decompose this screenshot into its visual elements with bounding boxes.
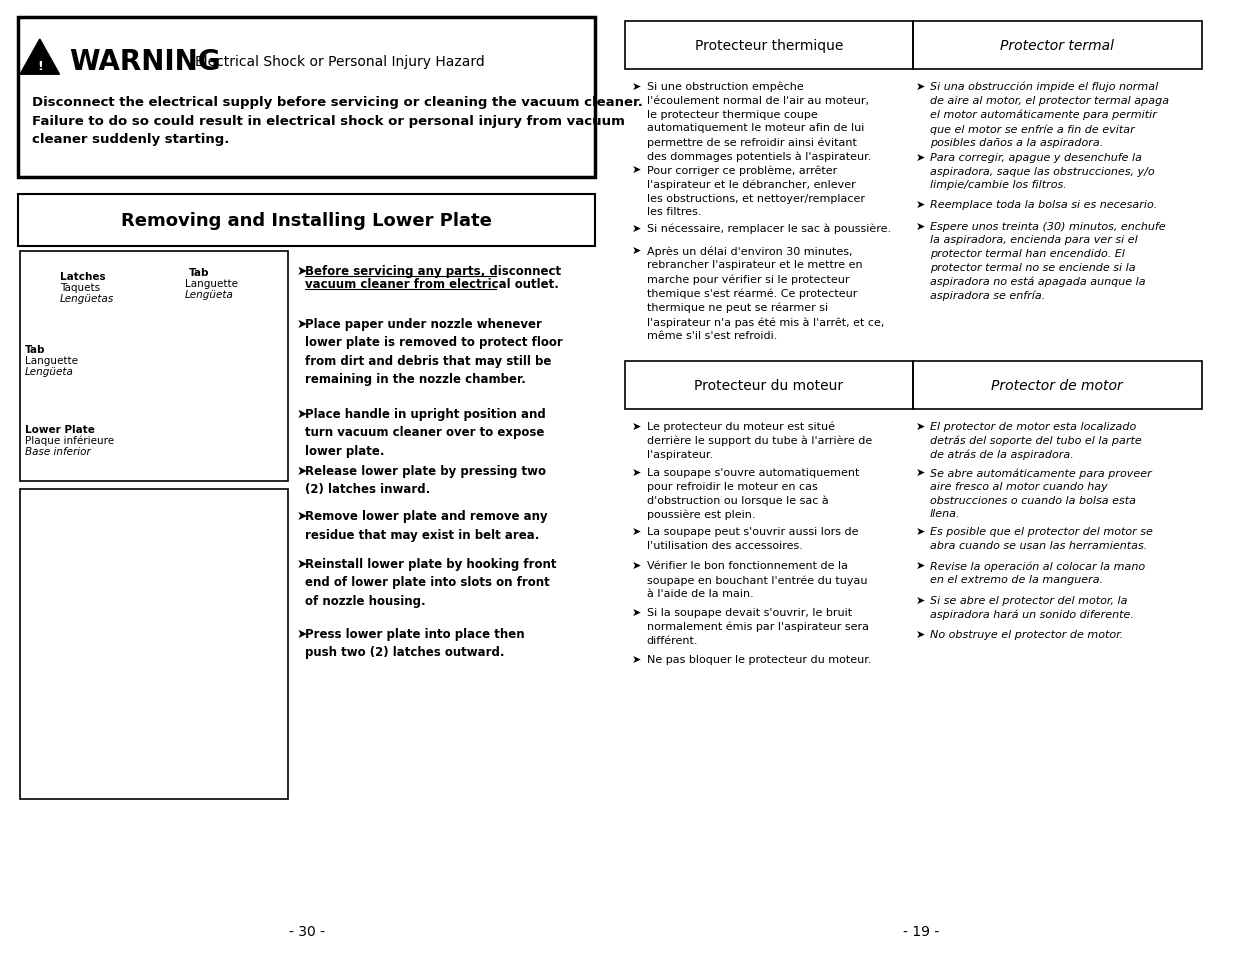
Text: Electrical Shock or Personal Injury Hazard: Electrical Shock or Personal Injury Haza… [195, 55, 484, 69]
Text: ➤: ➤ [916, 630, 925, 639]
Text: ➤: ➤ [916, 152, 925, 163]
Text: Protector termal: Protector termal [1000, 39, 1114, 53]
Text: Si une obstruction empêche
l'écoulement normal de l'air au moteur,
le protecteur: Si une obstruction empêche l'écoulement … [646, 82, 871, 162]
Text: La soupape peut s'ouvrir aussi lors de
l'utilisation des accessoires.: La soupape peut s'ouvrir aussi lors de l… [646, 526, 858, 550]
Text: Protector de motor: Protector de motor [992, 378, 1123, 393]
Text: Release lower plate by pressing two
(2) latches inward.: Release lower plate by pressing two (2) … [305, 464, 546, 496]
Text: ➤: ➤ [296, 464, 308, 477]
Text: ➤: ➤ [631, 421, 641, 431]
Text: Place handle in upright position and
turn vacuum cleaner over to expose
lower pl: Place handle in upright position and tur… [305, 408, 546, 457]
Text: Reinstall lower plate by hooking front
end of lower plate into slots on front
of: Reinstall lower plate by hooking front e… [305, 558, 557, 607]
Text: ➤: ➤ [916, 199, 925, 210]
Text: ➤: ➤ [296, 317, 308, 331]
Bar [20, 252, 289, 481]
Text: ➤: ➤ [296, 408, 308, 420]
Text: Si una obstrucción impide el flujo normal
de aire al motor, el protector termal : Si una obstrucción impide el flujo norma… [930, 82, 1170, 149]
Text: Espere unos treinta (30) minutos, enchufe
la aspiradora, encienda para ver si el: Espere unos treinta (30) minutos, enchuf… [930, 221, 1166, 301]
Text: WARNING: WARNING [69, 48, 221, 76]
Text: Para corregir, apague y desenchufe la
aspiradora, saque las obstrucciones, y/o
l: Para corregir, apague y desenchufe la as… [930, 152, 1155, 190]
Text: El protector de motor esta localizado
detrás del soporte del tubo el la parte
de: El protector de motor esta localizado de… [930, 421, 1141, 459]
Text: Se abre automáticamente para proveer
aire fresco al motor cuando hay
obstruccion: Se abre automáticamente para proveer air… [930, 468, 1152, 519]
Text: ➤: ➤ [916, 560, 925, 571]
Bar [17, 18, 595, 178]
Text: Protecteur thermique: Protecteur thermique [694, 39, 844, 53]
Text: ➤: ➤ [296, 510, 308, 522]
Text: Taquets: Taquets [59, 283, 100, 293]
Text: - 19 -: - 19 - [903, 924, 940, 938]
Text: Lengüeta: Lengüeta [25, 367, 74, 376]
Text: ➤: ➤ [631, 82, 641, 91]
Text: Lower Plate: Lower Plate [25, 424, 95, 435]
Text: Place paper under nozzle whenever
lower plate is removed to protect floor
from d: Place paper under nozzle whenever lower … [305, 317, 563, 386]
Text: Protecteur du moteur: Protecteur du moteur [694, 378, 844, 393]
Text: Tab: Tab [25, 345, 46, 355]
Bar [625, 22, 913, 70]
Text: Vérifier le bon fonctionnement de la
soupape en bouchant l'entrée du tuyau
à l'a: Vérifier le bon fonctionnement de la sou… [646, 560, 867, 598]
Text: vacuum cleaner from electrical outlet.: vacuum cleaner from electrical outlet. [305, 278, 559, 292]
Text: ➤: ➤ [631, 246, 641, 256]
Text: Après un délai d'environ 30 minutes,
rebrancher l'aspirateur et le mettre en
mar: Après un délai d'environ 30 minutes, reb… [646, 246, 884, 341]
Text: Lengüeta: Lengüeta [185, 290, 233, 299]
Text: ➤: ➤ [916, 468, 925, 477]
Text: Disconnect the electrical supply before servicing or cleaning the vacuum cleaner: Disconnect the electrical supply before … [32, 96, 642, 146]
Text: Languette: Languette [185, 278, 238, 289]
Text: ➤: ➤ [631, 224, 641, 233]
Bar [913, 22, 1202, 70]
Text: ➤: ➤ [296, 558, 308, 571]
Text: ➤: ➤ [916, 221, 925, 232]
Text: Removing and Installing Lower Plate: Removing and Installing Lower Plate [121, 212, 492, 230]
Text: Plaque inférieure: Plaque inférieure [25, 436, 114, 446]
Text: Reemplace toda la bolsa si es necesario.: Reemplace toda la bolsa si es necesario. [930, 199, 1157, 210]
Bar [20, 490, 289, 800]
Text: ➤: ➤ [916, 526, 925, 537]
Text: Si se abre el protector del motor, la
aspiradora hará un sonido diferente.: Si se abre el protector del motor, la as… [930, 596, 1134, 619]
Text: ➤: ➤ [631, 654, 641, 664]
Text: Si la soupape devait s'ouvrir, le bruit
normalement émis par l'aspirateur sera
d: Si la soupape devait s'ouvrir, le bruit … [646, 607, 868, 645]
Polygon shape [20, 40, 59, 75]
Text: Pour corriger ce problème, arrêter
l'aspirateur et le débrancher, enlever
les ob: Pour corriger ce problème, arrêter l'asp… [646, 165, 864, 217]
Text: ➤: ➤ [631, 526, 641, 537]
Text: - 30 -: - 30 - [289, 924, 325, 938]
Text: Base inferior: Base inferior [25, 447, 90, 456]
Text: Ne pas bloquer le protecteur du moteur.: Ne pas bloquer le protecteur du moteur. [646, 654, 871, 664]
Bar [913, 361, 1202, 409]
Text: ➤: ➤ [916, 421, 925, 431]
Text: ➤: ➤ [916, 82, 925, 91]
Text: ➤: ➤ [631, 607, 641, 618]
Text: Remove lower plate and remove any
residue that may exist in belt area.: Remove lower plate and remove any residu… [305, 510, 548, 541]
Text: Si nécessaire, remplacer le sac à poussière.: Si nécessaire, remplacer le sac à poussi… [646, 224, 890, 234]
Text: La soupape s'ouvre automatiquement
pour refroidir le moteur en cas
d'obstruction: La soupape s'ouvre automatiquement pour … [646, 468, 858, 520]
Text: Before servicing any parts, disconnect: Before servicing any parts, disconnect [305, 265, 562, 277]
Text: ➤: ➤ [296, 265, 308, 277]
Text: Tab: Tab [189, 268, 210, 277]
Text: Languette: Languette [25, 355, 78, 366]
Text: Le protecteur du moteur est situé
derrière le support du tube à l'arrière de
l'a: Le protecteur du moteur est situé derriè… [646, 421, 872, 459]
Text: ➤: ➤ [916, 596, 925, 605]
Text: ➤: ➤ [631, 560, 641, 571]
Text: No obstruye el protector de motor.: No obstruye el protector de motor. [930, 630, 1124, 639]
Text: Press lower plate into place then
push two (2) latches outward.: Press lower plate into place then push t… [305, 627, 525, 659]
Text: Latches: Latches [59, 272, 105, 282]
Text: ➤: ➤ [631, 165, 641, 175]
Text: !: ! [37, 59, 43, 72]
Text: ➤: ➤ [631, 468, 641, 477]
Text: Revise la operación al colocar la mano
en el extremo de la manguera.: Revise la operación al colocar la mano e… [930, 560, 1145, 585]
Text: Lengüetas: Lengüetas [59, 294, 114, 304]
Bar [17, 194, 595, 247]
Bar [625, 361, 913, 409]
Text: Es posible que el protector del motor se
abra cuando se usan las herramientas.: Es posible que el protector del motor se… [930, 526, 1152, 550]
Text: ➤: ➤ [296, 627, 308, 640]
